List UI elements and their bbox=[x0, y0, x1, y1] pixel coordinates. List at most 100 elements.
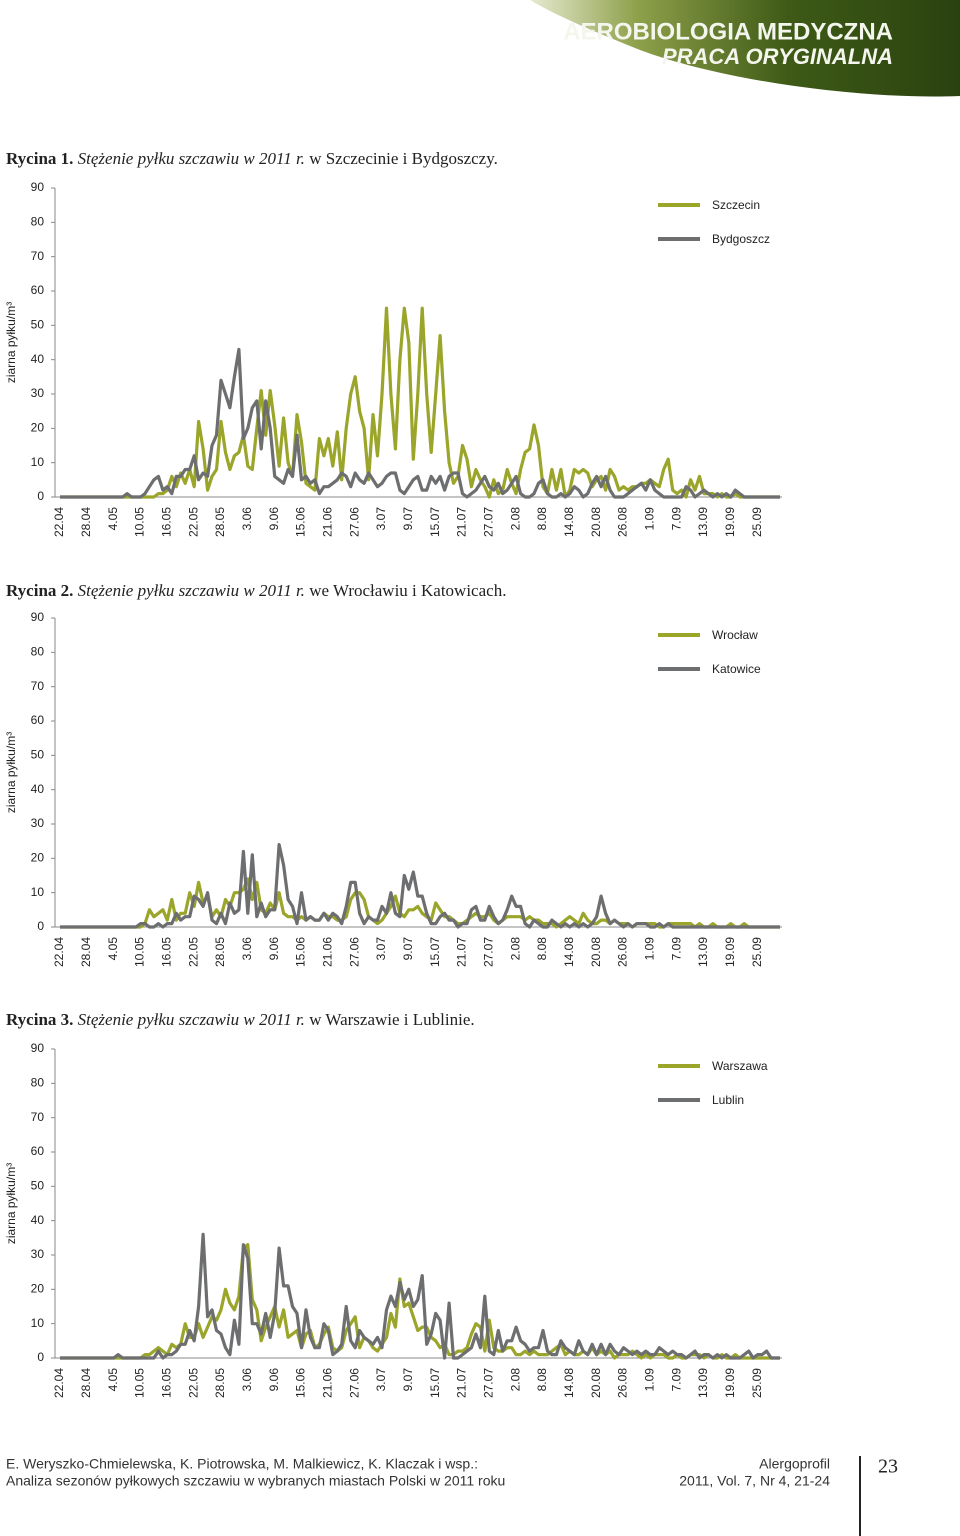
x-tick-label: 14.08 bbox=[562, 937, 576, 967]
x-tick-label: 15.07 bbox=[428, 937, 442, 967]
data-line bbox=[60, 306, 780, 499]
x-tick-label: 16.05 bbox=[160, 937, 174, 967]
x-tick-label: 21.07 bbox=[455, 937, 469, 967]
x-tick-label: 15.06 bbox=[294, 507, 308, 537]
x-tick-label: 3.07 bbox=[374, 507, 388, 531]
x-tick-label: 21.06 bbox=[320, 1368, 334, 1398]
x-tick-label: 22.04 bbox=[52, 507, 66, 537]
x-tick-label: 22.04 bbox=[52, 1368, 66, 1398]
data-line bbox=[60, 347, 780, 499]
x-tick-label: 26.08 bbox=[616, 937, 630, 967]
x-tick-label: 27.06 bbox=[347, 1368, 361, 1398]
x-tick-label: 21.06 bbox=[320, 507, 334, 537]
x-tick-label: 14.08 bbox=[562, 1368, 576, 1398]
y-tick-label: 70 bbox=[31, 249, 45, 263]
x-tick-label: 25.09 bbox=[750, 1368, 764, 1398]
caption-place: w Warszawie i Lublinie. bbox=[309, 1010, 474, 1029]
caption-label: Rycina 2. bbox=[6, 581, 73, 600]
legend-label: Szczecin bbox=[712, 198, 760, 212]
x-tick-label: 3.07 bbox=[374, 937, 388, 961]
x-tick-label: 8.08 bbox=[535, 507, 549, 531]
caption-place: w Szczecinie i Bydgoszczy. bbox=[309, 149, 498, 168]
caption-place: we Wrocławiu i Katowicach. bbox=[309, 581, 506, 600]
x-tick-label: 26.08 bbox=[616, 1368, 630, 1398]
y-tick-label: 40 bbox=[31, 1213, 45, 1227]
x-tick-label: 14.08 bbox=[562, 507, 576, 537]
x-tick-label: 10.05 bbox=[133, 1368, 147, 1398]
x-tick-label: 15.06 bbox=[294, 937, 308, 967]
y-tick-label: 90 bbox=[31, 180, 45, 194]
legend-label: Bydgoszcz bbox=[712, 232, 770, 246]
x-tick-label: 13.09 bbox=[696, 507, 710, 537]
article-type: PRACA ORYGINALNA bbox=[662, 44, 893, 69]
figure: Rycina 3. Stężenie pyłku szczawiu w 2011… bbox=[4, 1010, 782, 1398]
x-tick-label: 28.04 bbox=[79, 1368, 93, 1398]
x-tick-label: 21.07 bbox=[455, 1368, 469, 1398]
x-tick-label: 4.05 bbox=[106, 507, 120, 531]
footer-journal: Alergoprofil bbox=[759, 1456, 830, 1472]
x-tick-label: 13.09 bbox=[696, 1368, 710, 1398]
x-tick-label: 22.05 bbox=[186, 937, 200, 967]
y-tick-label: 10 bbox=[31, 1316, 45, 1330]
x-tick-label: 10.05 bbox=[133, 937, 147, 967]
y-tick-label: 40 bbox=[31, 782, 45, 796]
x-tick-label: 27.06 bbox=[347, 507, 361, 537]
y-tick-label: 70 bbox=[31, 679, 45, 693]
figure-caption: Rycina 3. Stężenie pyłku szczawiu w 2011… bbox=[6, 1010, 475, 1029]
y-tick-label: 50 bbox=[31, 1179, 45, 1193]
x-tick-label: 19.09 bbox=[723, 507, 737, 537]
x-tick-label: 16.05 bbox=[160, 1368, 174, 1398]
x-tick-label: 22.05 bbox=[186, 1368, 200, 1398]
y-tick-label: 20 bbox=[31, 421, 45, 435]
caption-label: Rycina 3. bbox=[6, 1010, 73, 1029]
x-tick-label: 22.04 bbox=[52, 937, 66, 967]
x-tick-label: 26.08 bbox=[616, 507, 630, 537]
data-line bbox=[60, 843, 780, 929]
y-tick-label: 80 bbox=[31, 1076, 45, 1090]
figure-caption: Rycina 2. Stężenie pyłku szczawiu w 2011… bbox=[6, 581, 506, 600]
header-banner bbox=[530, 0, 960, 97]
x-tick-label: 27.07 bbox=[481, 507, 495, 537]
data-line bbox=[60, 877, 780, 929]
x-tick-label: 15.07 bbox=[428, 507, 442, 537]
y-tick-label: 80 bbox=[31, 215, 45, 229]
x-tick-label: 9.07 bbox=[401, 937, 415, 961]
y-tick-label: 20 bbox=[31, 1282, 45, 1296]
x-tick-label: 3.06 bbox=[240, 937, 254, 961]
data-line bbox=[60, 1243, 780, 1360]
x-tick-label: 28.04 bbox=[79, 937, 93, 967]
x-tick-label: 15.06 bbox=[294, 1368, 308, 1398]
x-tick-label: 27.07 bbox=[481, 937, 495, 967]
x-tick-label: 4.05 bbox=[106, 937, 120, 961]
figure: Rycina 1. Stężenie pyłku szczawiu w 2011… bbox=[4, 149, 782, 537]
x-tick-label: 7.09 bbox=[669, 507, 683, 531]
x-tick-label: 9.06 bbox=[267, 507, 281, 531]
y-tick-label: 60 bbox=[31, 713, 45, 727]
x-tick-label: 3.06 bbox=[240, 507, 254, 531]
footer-article: Analiza sezonów pyłkowych szczawiu w wyb… bbox=[6, 1473, 505, 1489]
x-tick-label: 2.08 bbox=[508, 507, 522, 531]
y-tick-label: 10 bbox=[31, 455, 45, 469]
x-tick-label: 16.05 bbox=[160, 507, 174, 537]
data-line bbox=[60, 1232, 780, 1360]
journal-section: AEROBIOLOGIA MEDYCZNA bbox=[563, 18, 893, 45]
y-tick-label: 90 bbox=[31, 1041, 45, 1055]
x-tick-label: 27.06 bbox=[347, 937, 361, 967]
y-tick-label: 80 bbox=[31, 645, 45, 659]
footer-issue: 2011, Vol. 7, Nr 4, 21-24 bbox=[679, 1473, 830, 1489]
y-tick-label: 90 bbox=[31, 610, 45, 624]
legend-label: Wrocław bbox=[712, 628, 758, 642]
y-tick-label: 30 bbox=[31, 816, 45, 830]
x-tick-label: 25.09 bbox=[750, 937, 764, 967]
caption-title: Stężenie pyłku szczawiu w 2011 r. bbox=[78, 581, 305, 600]
x-tick-label: 28.05 bbox=[213, 1368, 227, 1398]
x-tick-label: 10.05 bbox=[133, 507, 147, 537]
y-tick-label: 50 bbox=[31, 318, 45, 332]
x-tick-label: 9.06 bbox=[267, 937, 281, 961]
y-tick-label: 70 bbox=[31, 1110, 45, 1124]
caption-label: Rycina 1. bbox=[6, 149, 73, 168]
x-tick-label: 15.07 bbox=[428, 1368, 442, 1398]
y-tick-label: 30 bbox=[31, 1247, 45, 1261]
x-tick-label: 20.08 bbox=[589, 1368, 603, 1398]
x-tick-label: 20.08 bbox=[589, 507, 603, 537]
